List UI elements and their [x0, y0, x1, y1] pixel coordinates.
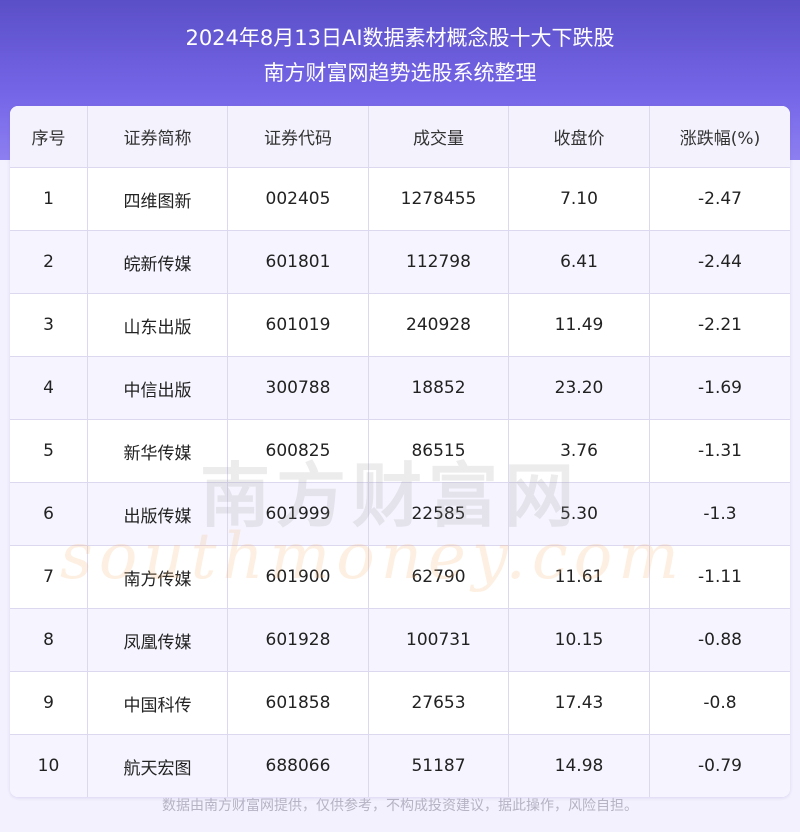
- cell-stock-code: 601801: [228, 231, 369, 293]
- column-header: 证券简称: [88, 106, 228, 167]
- cell-close-price: 14.98: [509, 735, 650, 797]
- cell-close-price: 11.61: [509, 546, 650, 608]
- cell-stock-code: 002405: [228, 168, 369, 230]
- cell-rank: 4: [10, 357, 88, 419]
- cell-stock-name: 中国科传: [88, 672, 228, 734]
- table-header: 序号 证券简称 证券代码 成交量 收盘价 涨跌幅(%): [10, 106, 790, 168]
- cell-stock-name: 四维图新: [88, 168, 228, 230]
- table-row: 5 新华传媒 600825 86515 3.76 -1.31: [10, 420, 790, 483]
- cell-close-price: 3.76: [509, 420, 650, 482]
- cell-close-price: 10.15: [509, 609, 650, 671]
- cell-volume: 18852: [369, 357, 509, 419]
- page-subtitle: 南方财富网趋势选股系统整理: [263, 61, 537, 85]
- cell-change-pct: -0.88: [698, 630, 742, 650]
- cell-change-pct: -1.3: [703, 504, 737, 524]
- cell-rank: 10: [10, 735, 88, 797]
- cell-change-pct: -1.69: [698, 378, 742, 398]
- cell-volume: 1278455: [369, 168, 509, 230]
- cell-stock-code: 688066: [228, 735, 369, 797]
- cell-rank: 1: [10, 168, 88, 230]
- stock-table: 序号 证券简称 证券代码 成交量 收盘价 涨跌幅(%) 1 四维图新 002405 127845…: [10, 106, 790, 797]
- table-row: 1 四维图新 002405 1278455 7.10 -2.47: [10, 168, 790, 231]
- cell-rank: 9: [10, 672, 88, 734]
- cell-close-price: 5.30: [509, 483, 650, 545]
- cell-stock-name: 出版传媒: [88, 483, 228, 545]
- table-row: 9 中国科传 601858 27653 17.43 -0.8: [10, 672, 790, 735]
- cell-stock-name: 航天宏图: [88, 735, 228, 797]
- cell-stock-name: 新华传媒: [88, 420, 228, 482]
- cell-rank: 5: [10, 420, 88, 482]
- table-row: 8 凤凰传媒 601928 100731 10.15 -0.88: [10, 609, 790, 672]
- cell-change-pct: -0.8: [703, 693, 737, 713]
- cell-change-pct: -2.44: [698, 252, 742, 272]
- cell-rank: 7: [10, 546, 88, 608]
- cell-stock-name: 皖新传媒: [88, 231, 228, 293]
- cell-stock-code: 601999: [228, 483, 369, 545]
- page-title: 2024年8月13日AI数据素材概念股十大下跌股: [185, 26, 615, 50]
- cell-close-price: 23.20: [509, 357, 650, 419]
- table-row: 7 南方传媒 601900 62790 11.61 -1.11: [10, 546, 790, 609]
- cell-stock-code: 601900: [228, 546, 369, 608]
- cell-change-pct: -2.21: [698, 315, 742, 335]
- cell-stock-name: 中信出版: [88, 357, 228, 419]
- disclaimer: 数据由南方财富网提供，仅供参考，不构成投资建议，据此操作，风险自担。: [162, 798, 638, 814]
- cell-close-price: 17.43: [509, 672, 650, 734]
- cell-rank: 3: [10, 294, 88, 356]
- cell-stock-code: 601928: [228, 609, 369, 671]
- column-header: 证券代码: [228, 106, 369, 167]
- cell-rank: 2: [10, 231, 88, 293]
- column-header: 收盘价: [509, 106, 650, 167]
- cell-stock-name: 凤凰传媒: [88, 609, 228, 671]
- cell-change-pct: -2.47: [698, 189, 742, 209]
- cell-volume: 51187: [369, 735, 509, 797]
- column-header: 成交量: [369, 106, 509, 167]
- cell-change-pct: -1.31: [698, 441, 742, 461]
- cell-stock-code: 600825: [228, 420, 369, 482]
- cell-stock-code: 601858: [228, 672, 369, 734]
- cell-volume: 27653: [369, 672, 509, 734]
- cell-close-price: 7.10: [509, 168, 650, 230]
- table-row: 10 航天宏图 688066 51187 14.98 -0.79: [10, 735, 790, 797]
- cell-volume: 62790: [369, 546, 509, 608]
- cell-stock-code: 300788: [228, 357, 369, 419]
- cell-change-pct: -0.79: [698, 756, 742, 776]
- table-row: 6 出版传媒 601999 22585 5.30 -1.3: [10, 483, 790, 546]
- table-row: 3 山东出版 601019 240928 11.49 -2.21: [10, 294, 790, 357]
- table-row: 2 皖新传媒 601801 112798 6.41 -2.44: [10, 231, 790, 294]
- cell-stock-name: 山东出版: [88, 294, 228, 356]
- cell-stock-name: 南方传媒: [88, 546, 228, 608]
- cell-stock-code: 601019: [228, 294, 369, 356]
- column-header: 涨跌幅(%): [679, 129, 761, 149]
- cell-volume: 22585: [369, 483, 509, 545]
- cell-close-price: 6.41: [509, 231, 650, 293]
- cell-close-price: 11.49: [509, 294, 650, 356]
- cell-volume: 240928: [369, 294, 509, 356]
- cell-volume: 100731: [369, 609, 509, 671]
- cell-volume: 112798: [369, 231, 509, 293]
- cell-change-pct: -1.11: [698, 567, 742, 587]
- column-header: 序号: [10, 106, 88, 167]
- cell-volume: 86515: [369, 420, 509, 482]
- table-row: 4 中信出版 300788 18852 23.20 -1.69: [10, 357, 790, 420]
- cell-rank: 8: [10, 609, 88, 671]
- cell-rank: 6: [10, 483, 88, 545]
